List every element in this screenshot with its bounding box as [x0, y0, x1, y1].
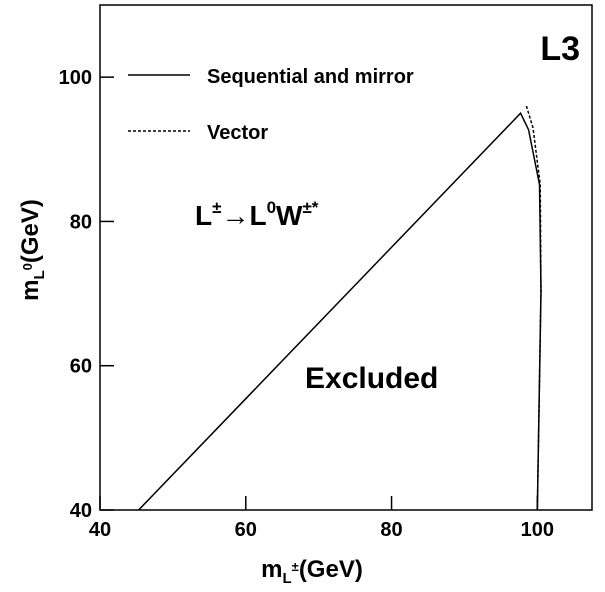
x-tick-label: 40 [89, 519, 111, 541]
x-axis-label: mL±(GeV) [261, 556, 363, 587]
process-part: W [276, 200, 303, 231]
process-label: L±→L0W±* [195, 198, 319, 231]
y-tick-label: 40 [70, 500, 92, 522]
y-tick-label: 100 [59, 67, 92, 89]
y-tick-label: 60 [70, 356, 92, 378]
x-tick-label: 60 [235, 519, 257, 541]
x-tick-label: 100 [521, 519, 554, 541]
y-label-part: 0 [20, 263, 35, 270]
process-part: L [249, 200, 266, 231]
legend-label: Sequential and mirror [207, 66, 414, 88]
corner-label: L3 [540, 30, 580, 68]
x-label-part: ± [292, 559, 299, 574]
y-label-part: m [17, 280, 44, 301]
plot-frame [99, 4, 593, 511]
process-part: ± [212, 198, 221, 217]
process-part: → [221, 200, 249, 231]
series-line [138, 111, 542, 511]
series-line [525, 105, 542, 511]
y-label-part: L [31, 270, 48, 279]
x-label-part: m [261, 556, 282, 583]
x-label-part: (GeV) [299, 556, 363, 583]
y-axis-label: mL0(GeV) [17, 199, 48, 301]
x-tick-label: 80 [380, 519, 402, 541]
region-label: Excluded [305, 362, 438, 395]
process-part: ±* [302, 198, 318, 217]
process-part: 0 [267, 198, 276, 217]
y-label-part: (GeV) [17, 199, 44, 263]
y-tick-label: 80 [70, 211, 92, 233]
process-part: L [195, 200, 212, 231]
x-label-part: L [283, 570, 292, 587]
legend-label: Vector [207, 122, 268, 144]
